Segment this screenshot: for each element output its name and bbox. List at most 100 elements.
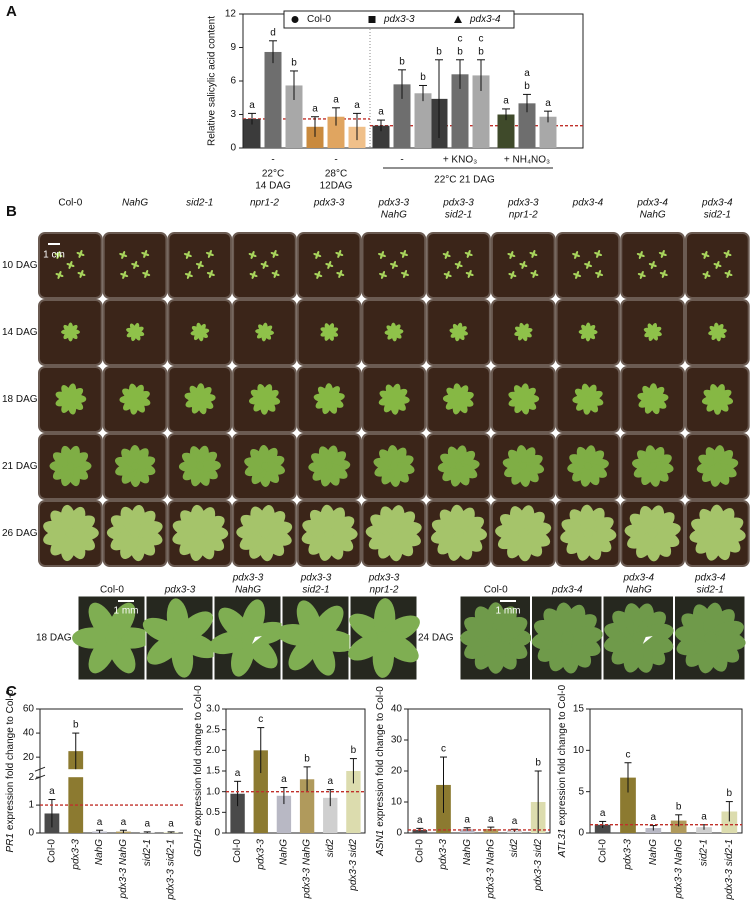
rosette-center <box>186 253 190 257</box>
rosette-center <box>531 252 535 256</box>
x-tick-label: sid2-1 <box>142 839 153 866</box>
leaf <box>644 398 655 414</box>
rosette-center <box>455 462 463 470</box>
rosette-center <box>144 272 148 276</box>
genotype-label: Col-0 <box>100 585 124 596</box>
gene-name: PR1 <box>5 833 16 852</box>
rosette-center <box>453 528 464 538</box>
leaf <box>69 324 78 333</box>
y-tick-label: 6 <box>230 76 236 87</box>
leaf <box>328 397 344 408</box>
bar <box>620 777 636 833</box>
bar <box>497 114 515 148</box>
bar <box>264 51 282 148</box>
rosette-center <box>561 631 574 645</box>
significance-letter: a <box>333 94 339 105</box>
leaf <box>521 331 528 342</box>
y-axis-label: ASN1 expression fold change to Col-0 <box>375 686 386 857</box>
x-tick-label: pdx3-3 sid2-1 <box>724 839 735 901</box>
rosette-center <box>327 330 331 334</box>
leaf <box>328 330 339 337</box>
leaf <box>198 525 229 541</box>
rosette-center <box>377 631 391 645</box>
rosette-center <box>585 396 591 402</box>
leaf <box>133 521 163 538</box>
rosette-center <box>651 263 655 267</box>
arrow <box>642 636 653 644</box>
y-tick-label: 0 <box>214 828 220 839</box>
age-label: 18 DAG <box>2 394 38 405</box>
significance-letter: b <box>291 58 297 69</box>
x-tick-label: - <box>334 155 337 166</box>
leaf <box>711 331 719 340</box>
bar <box>696 827 712 833</box>
y-tick-label: 3 <box>230 109 236 120</box>
x-tick-label: Col-0 <box>597 839 608 863</box>
genotype-label: NahG <box>122 198 148 209</box>
x-tick-label: sid2-1 <box>699 839 710 866</box>
rosette-center <box>521 330 526 334</box>
rosette-center <box>197 396 203 402</box>
bar <box>230 793 245 833</box>
significance-letter: d <box>270 27 276 38</box>
rosette-center <box>647 528 658 538</box>
group-label: 22°C 21 DAG <box>434 175 495 186</box>
rosette-center <box>66 462 75 470</box>
bar <box>323 797 338 833</box>
genotype-label: pdx3-4 <box>551 585 583 596</box>
legend-box <box>283 10 515 29</box>
rosette-center <box>208 252 212 256</box>
age-label: 24 DAG <box>418 633 454 644</box>
rosette-center <box>130 528 141 538</box>
y-tick-label: 0 <box>396 828 402 839</box>
leaf <box>518 464 531 487</box>
x-tick-label: pdx3-3 <box>70 839 81 871</box>
x-tick-label: pdx3-3 NahG <box>302 839 313 900</box>
leaf <box>707 634 740 663</box>
y-tick-label: 40 <box>23 728 35 739</box>
bar <box>306 126 324 148</box>
rosette-center <box>632 631 645 645</box>
x-tick-label: Col-0 <box>232 839 243 863</box>
rosette-center <box>198 263 202 267</box>
plot-frame <box>225 708 366 834</box>
rosette-center <box>337 252 341 256</box>
leaf <box>68 515 96 536</box>
x-tick-label: Col-0 <box>414 839 425 863</box>
gene-name: ASN1 <box>375 830 386 857</box>
y-tick-label: 0 <box>230 143 236 154</box>
leaf <box>706 397 719 412</box>
rosette-center <box>381 273 385 277</box>
y-tick-label: 0 <box>578 828 584 839</box>
age-label: 14 DAG <box>2 327 38 338</box>
genotype-label: pdx3-3 <box>232 573 264 584</box>
significance-letter: a <box>378 107 384 118</box>
rosette-center <box>68 330 73 334</box>
rosette-center <box>456 396 462 402</box>
bar <box>459 829 475 833</box>
leaf <box>264 329 275 336</box>
y-tick-label: 9 <box>230 42 236 53</box>
rosette-center <box>575 273 579 277</box>
rosette-center <box>519 462 528 470</box>
panel-label: A <box>6 3 17 20</box>
genotype-label: pdx3-4 <box>572 198 604 209</box>
significance-letter: a <box>600 808 606 819</box>
rosette-center <box>391 396 397 402</box>
leaf <box>263 396 281 405</box>
rosette-center <box>489 631 502 645</box>
legend-marker <box>368 16 376 23</box>
bar <box>346 771 361 833</box>
leaf <box>263 528 292 546</box>
y-axis-label: ATL31 expression fold change to Col-0 <box>557 684 568 858</box>
rosette-center <box>661 252 665 256</box>
genotype-label: NahG <box>640 210 666 221</box>
rosette-center <box>67 396 74 402</box>
y-tick-label: 2.0 <box>206 745 220 756</box>
rosette-center <box>133 330 137 334</box>
rosette-center <box>325 462 333 470</box>
genotype-label: pdx3-3 <box>313 198 345 209</box>
plot-frame <box>589 708 743 834</box>
rosette-center <box>640 273 644 277</box>
rosette-center <box>261 396 268 402</box>
